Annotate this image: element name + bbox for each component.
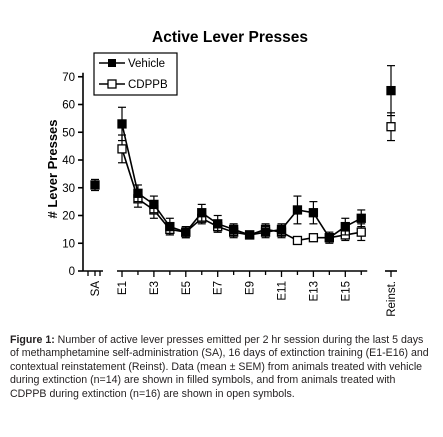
legend-vehicle-marker (108, 59, 116, 67)
vehicle-point (260, 227, 271, 237)
legend-vehicle-label: Vehicle (128, 58, 165, 70)
y-tick-label: 70 (62, 72, 75, 84)
vehicle-point (228, 224, 239, 235)
legend-cdppb-label: CDPPB (128, 79, 168, 91)
vehicle-point (276, 224, 287, 235)
y-tick-label: 50 (62, 127, 75, 139)
cdppb-series-line (121, 148, 362, 242)
y-axis-label: # Lever Presses (45, 119, 60, 218)
vehicle-series-line (121, 123, 362, 239)
x-tick-label: E13 (308, 281, 320, 301)
axes: 0 10 20 30 40 50 60 70 SA E1 E3 E5 E7 E9 E11 E13 E15 Rein… (62, 72, 398, 317)
x-tick-label: E9 (245, 281, 257, 295)
vehicle-point (165, 221, 175, 232)
cdppb-point (117, 144, 127, 154)
y-tick-label: 10 (62, 238, 75, 250)
vehicle-point (181, 227, 191, 237)
vehicle-point (197, 208, 207, 218)
caption-text: Number of active lever presses emitted p… (10, 334, 429, 400)
y-tick-label: 20 (62, 211, 75, 223)
legend-cdppb-marker (107, 79, 117, 89)
y-tick-label: 60 (62, 100, 75, 112)
vehicle-reinstatement-point (386, 85, 396, 96)
x-tick-label: E15 (340, 281, 352, 301)
vehicle-point (292, 205, 303, 215)
vehicle-point (324, 233, 335, 243)
x-tick-label: E7 (213, 281, 225, 295)
cdppb-point (292, 235, 303, 246)
legend: Vehicle CDPPB (93, 52, 178, 96)
vehicle-point (340, 221, 350, 232)
vehicle-point (213, 219, 223, 229)
sa-point (90, 180, 100, 190)
x-tick-label: E3 (149, 281, 161, 295)
cdppb-point (308, 233, 319, 243)
vehicle-point (356, 213, 366, 223)
line-chart: Active Lever Presses # Lever Presses 0 10… (45, 29, 398, 317)
vehicle-point (308, 208, 319, 218)
x-tick-label: E5 (181, 281, 193, 295)
x-tick-label: Reinst. (386, 281, 398, 317)
vehicle-point (133, 188, 143, 198)
figure-caption: Figure 1: Number of active lever presses… (10, 334, 434, 401)
cdppb-point (356, 227, 366, 237)
y-tick-label: 0 (69, 266, 75, 278)
x-tick-label: SA (90, 281, 102, 297)
y-tick-label: 40 (62, 155, 75, 167)
vehicle-point (244, 230, 255, 240)
x-tick-label: E1 (117, 281, 129, 295)
x-tick-label: E11 (277, 281, 289, 301)
vehicle-point (117, 119, 127, 129)
y-tick-label: 30 (62, 183, 75, 195)
cdppb-reinstatement-point (386, 122, 396, 132)
chart-title: Active Lever Presses (152, 29, 308, 46)
chart-marks (90, 65, 396, 246)
vehicle-point (149, 199, 159, 210)
caption-label: Figure 1: (10, 334, 55, 346)
